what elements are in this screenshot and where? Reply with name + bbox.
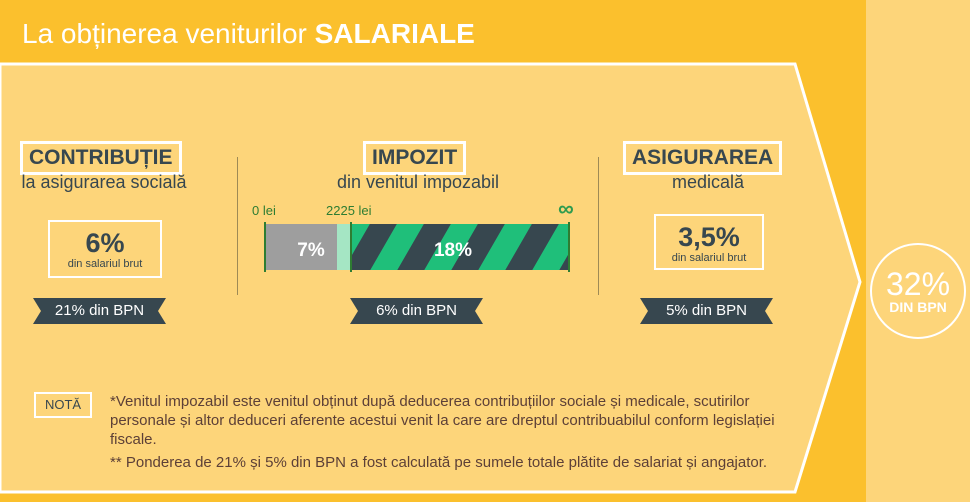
contributie-rate: 6% [85, 228, 125, 258]
asigurare-subtitle: medicală [671, 172, 745, 192]
contributie-bpn: 21% din BPN [33, 298, 166, 324]
band-high-segment [351, 224, 569, 270]
contributie-rate-label: din salariul brut [67, 258, 143, 270]
title: La obținerea veniturilor SALARIALE [22, 18, 475, 50]
impozit-title: IMPOZIT [363, 141, 467, 175]
total-label: DIN BPN [889, 299, 947, 315]
band-low-segment [265, 224, 337, 270]
scale-infinity: ∞ [558, 196, 574, 221]
note-line-2: ** Ponderea de 21% și 5% din BPN a fost … [110, 454, 768, 471]
divider-left [237, 157, 238, 295]
band-low-label: 7% [297, 240, 325, 261]
total-percent: 32% [885, 266, 951, 302]
title-bold: SALARIALE [314, 18, 475, 49]
contributie-subtitle: la asigurarea socială [21, 172, 187, 192]
scale-start: 0 lei [252, 203, 276, 218]
asigurare-rate-label: din salariul brut [671, 252, 747, 264]
contributie-rate-box: 6% din salariul brut [48, 220, 162, 278]
asigurare-rate-box: 3,5% din salariul brut [654, 214, 764, 270]
note-line-1: *Venitul impozabil este venitul obținut … [110, 393, 775, 448]
impozit-bpn: 6% din BPN [350, 298, 483, 324]
scale-threshold: 2225 lei [326, 203, 372, 218]
band-low-fade [337, 224, 351, 270]
note-tag: NOTĂ [34, 392, 92, 418]
asigurare-rate: 3,5% [678, 222, 740, 252]
note-text: *Venitul impozabil este venitul obținut … [110, 392, 810, 476]
total-badge: 32% DIN BPN [870, 243, 966, 339]
divider-right [598, 157, 599, 295]
title-regular: La obținerea veniturilor [22, 18, 307, 49]
asigurare-bpn: 5% din BPN [640, 298, 773, 324]
band-high-label: 18% [434, 240, 472, 261]
asigurare-title: ASIGURAREA [623, 141, 783, 175]
impozit-subtitle: din venitul impozabil [336, 172, 500, 192]
contributie-title: CONTRIBUȚIE [20, 141, 182, 175]
tax-band-bar: 7% 18% [264, 222, 570, 272]
